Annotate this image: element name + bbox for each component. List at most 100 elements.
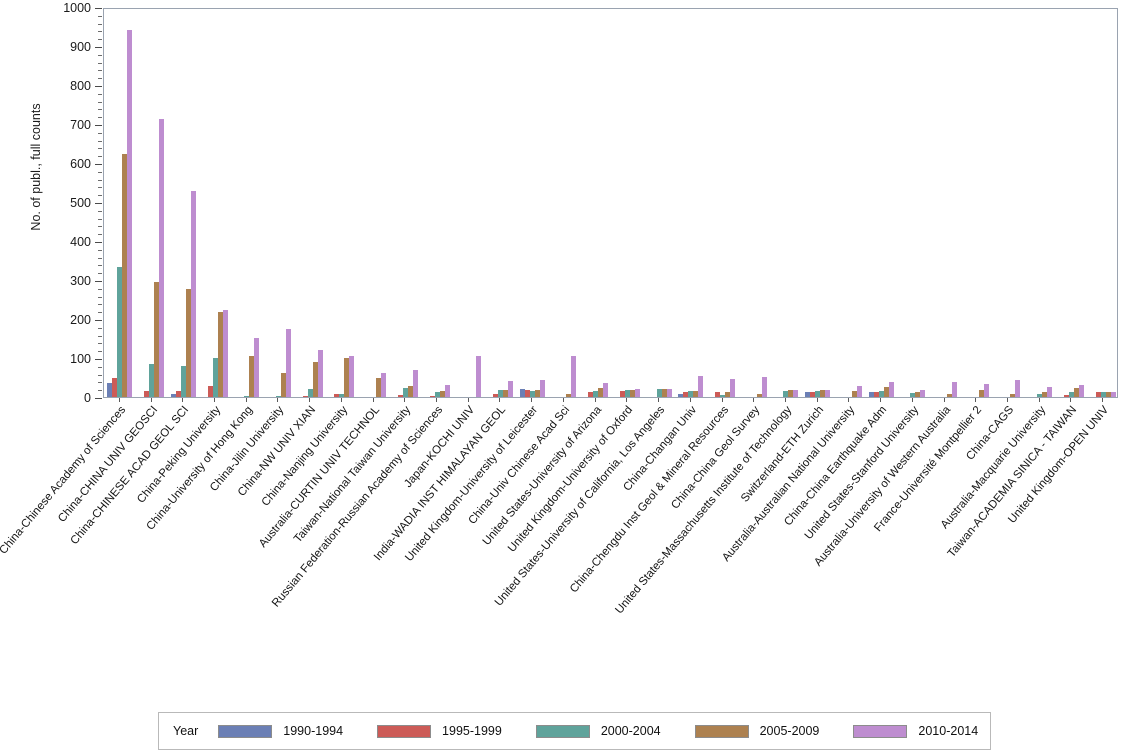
- bar: [683, 391, 689, 397]
- bar: [661, 388, 667, 397]
- bar: [280, 372, 286, 397]
- bar: [983, 383, 989, 397]
- bar: [502, 389, 508, 397]
- bar-group: [615, 9, 640, 397]
- y-tick-mark: [98, 257, 102, 259]
- bar: [190, 191, 196, 397]
- bar-group: [964, 9, 989, 397]
- y-tick-mark: [95, 281, 102, 282]
- x-tick-mark: [340, 398, 342, 402]
- bar-group: [647, 9, 672, 397]
- bar: [334, 393, 340, 397]
- y-tick-label: 0: [84, 391, 91, 405]
- x-tick-mark: [309, 398, 311, 402]
- x-tick-mark: [816, 398, 818, 402]
- bar: [915, 391, 921, 397]
- bar: [439, 391, 445, 397]
- legend-item[interactable]: 1995-1999: [377, 724, 502, 738]
- bar: [910, 393, 916, 397]
- bar: [159, 118, 165, 397]
- bar: [805, 391, 811, 397]
- bar-group: [329, 9, 355, 397]
- y-tick-mark: [98, 249, 102, 251]
- x-tick-label-text: Australia-CURTIN UNIV TECHNOL: [256, 404, 382, 550]
- bar: [107, 383, 113, 397]
- bar: [112, 377, 118, 397]
- y-tick-mark: [98, 335, 102, 337]
- y-tick-mark: [98, 70, 102, 72]
- y-tick-mark: [98, 140, 102, 142]
- y-tick-mark: [98, 171, 102, 173]
- bars-container: [104, 9, 1117, 397]
- bar: [519, 389, 525, 397]
- y-tick-mark: [98, 195, 102, 197]
- bar-group: [1027, 9, 1053, 397]
- bar: [603, 382, 609, 397]
- bar: [497, 390, 503, 397]
- x-tick-mark: [1038, 398, 1040, 402]
- legend-item[interactable]: 2005-2009: [694, 724, 819, 738]
- bar: [302, 395, 308, 397]
- bar-group: [519, 9, 545, 397]
- x-tick-mark: [658, 398, 660, 402]
- bar: [339, 393, 345, 397]
- bar: [1100, 392, 1106, 397]
- bar: [381, 373, 387, 397]
- y-tick-mark: [98, 351, 102, 353]
- y-tick-mark: [95, 320, 102, 321]
- bar: [376, 377, 382, 397]
- bar: [244, 396, 250, 397]
- x-tick-label-text: China-CHINESE ACAD GEOL SCI: [68, 404, 192, 548]
- y-tick-mark: [98, 366, 102, 368]
- y-tick-label: 700: [70, 118, 91, 132]
- x-tick-mark: [784, 398, 786, 402]
- y-tick-mark: [98, 374, 102, 376]
- y-tick-mark: [98, 101, 102, 103]
- bar: [127, 30, 133, 397]
- bar: [629, 389, 635, 397]
- bar: [429, 396, 435, 397]
- bar: [249, 356, 255, 397]
- bar: [715, 392, 721, 397]
- bar: [856, 386, 862, 397]
- bar: [175, 391, 181, 397]
- bar: [571, 356, 577, 397]
- bar-group: [298, 9, 323, 397]
- y-tick-mark: [98, 54, 102, 56]
- y-tick-mark: [98, 218, 102, 220]
- legend-swatch: [694, 724, 749, 738]
- legend-item[interactable]: 2000-2004: [535, 724, 661, 738]
- bar: [222, 310, 228, 397]
- bar: [149, 363, 155, 397]
- y-tick-mark: [95, 125, 102, 126]
- bar-group: [456, 9, 482, 397]
- bar-group: [1091, 9, 1116, 397]
- bar: [529, 390, 535, 397]
- x-tick-mark: [975, 398, 977, 402]
- x-tick-mark: [562, 398, 564, 402]
- y-tick-label: 800: [70, 79, 91, 93]
- legend-item[interactable]: 1990-1994: [218, 724, 343, 738]
- bar: [117, 266, 123, 397]
- bar: [693, 390, 699, 397]
- y-axis-ticks: 0 100 200 300 400 500 600 700 800 900 1000: [0, 1, 103, 405]
- x-tick-mark: [721, 398, 723, 402]
- y-tick-mark: [98, 117, 102, 119]
- bar: [212, 358, 218, 397]
- legend-item[interactable]: 2010-2014: [853, 724, 978, 738]
- bar: [507, 381, 513, 397]
- x-axis-labels: China-Chinese Academy of Sciences China-C…: [0, 398, 1134, 698]
- y-tick-mark: [98, 265, 102, 267]
- legend-swatch: [853, 724, 908, 738]
- legend: Year 1990-1994 1995-1999 2000-2004 2005-200…: [158, 712, 991, 750]
- bar: [920, 389, 926, 397]
- y-tick-mark: [95, 359, 102, 360]
- y-tick-label: 100: [70, 352, 91, 366]
- bar-group: [266, 9, 291, 397]
- x-tick-mark: [372, 398, 374, 402]
- bar: [1047, 386, 1053, 397]
- bar: [317, 349, 323, 397]
- bar: [1063, 395, 1069, 397]
- bar: [978, 389, 984, 397]
